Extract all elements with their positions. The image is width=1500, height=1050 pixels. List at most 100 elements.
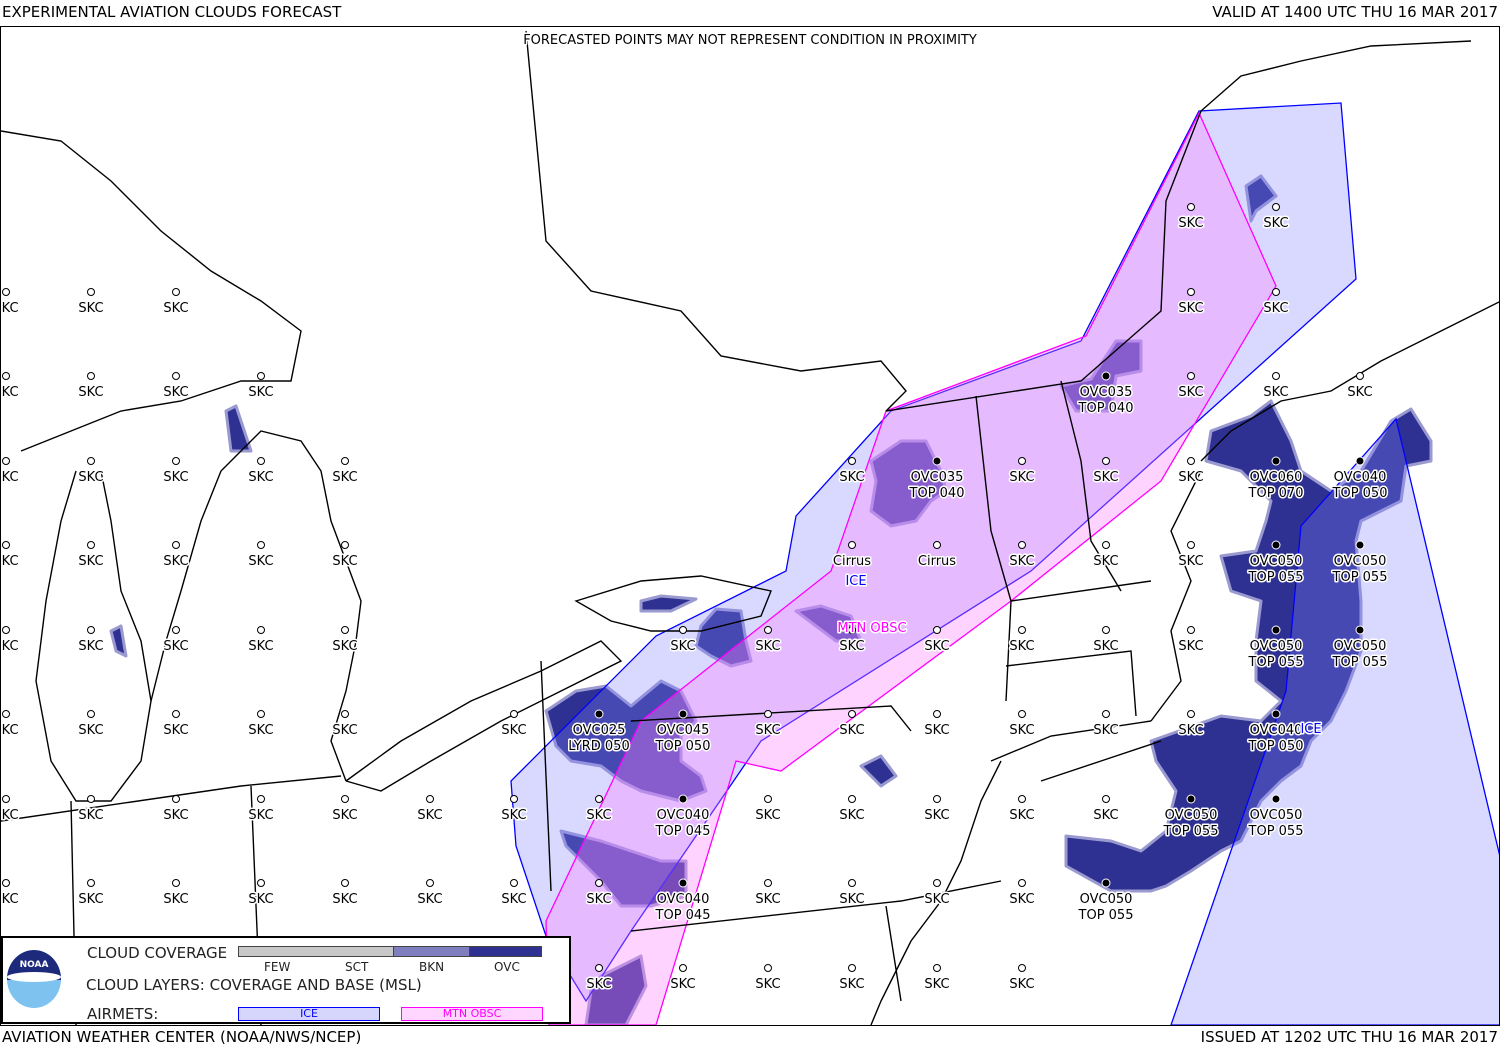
station[interactable]: SKC — [838, 457, 866, 487]
station[interactable]: SKC — [669, 964, 697, 994]
station[interactable]: SKC — [247, 626, 275, 656]
station[interactable]: SKC — [754, 795, 782, 825]
station[interactable]: SKC — [1177, 457, 1205, 487]
station[interactable]: SKC — [1177, 626, 1205, 656]
station[interactable]: SKC — [162, 372, 190, 402]
station[interactable]: SKC — [923, 710, 951, 740]
station[interactable]: SKC — [77, 288, 105, 318]
station[interactable]: SKC — [77, 879, 105, 909]
station[interactable]: SKC — [416, 879, 444, 909]
station[interactable]: SKC — [838, 626, 866, 656]
station[interactable]: SKC — [331, 879, 359, 909]
station[interactable]: SKC — [585, 964, 613, 994]
station[interactable]: SKC — [838, 879, 866, 909]
station[interactable]: SKC — [162, 879, 190, 909]
station[interactable]: SKC — [923, 879, 951, 909]
station[interactable]: SKC — [162, 457, 190, 487]
station[interactable]: SKC — [1177, 203, 1205, 233]
station[interactable]: SKC — [500, 710, 528, 740]
station[interactable]: SKC — [247, 795, 275, 825]
station[interactable]: SKC — [1092, 795, 1120, 825]
station[interactable]: SKC — [1262, 288, 1290, 318]
station[interactable]: SKC — [1346, 372, 1374, 402]
station[interactable]: SKC — [838, 710, 866, 740]
station[interactable]: SKC — [77, 626, 105, 656]
station[interactable]: SKC — [585, 879, 613, 909]
station[interactable]: SKC — [1, 795, 20, 825]
station[interactable]: SKC — [1092, 541, 1120, 571]
station[interactable]: SKC — [1092, 710, 1120, 740]
station[interactable]: SKC — [162, 541, 190, 571]
station[interactable]: SKC — [1008, 964, 1036, 994]
station[interactable]: SKC — [1092, 626, 1120, 656]
station[interactable]: SKC — [754, 626, 782, 656]
station[interactable]: SKC — [1177, 288, 1205, 318]
station[interactable]: SKC — [416, 795, 444, 825]
station[interactable]: SKC — [1177, 372, 1205, 402]
station[interactable]: SKC — [77, 541, 105, 571]
station[interactable]: SKC — [1008, 710, 1036, 740]
station[interactable]: SKC — [331, 457, 359, 487]
station[interactable]: SKC — [1177, 710, 1205, 740]
station[interactable]: SKC — [77, 457, 105, 487]
station[interactable]: SKC — [923, 964, 951, 994]
station[interactable]: SKC — [247, 710, 275, 740]
station[interactable]: SKC — [754, 710, 782, 740]
station[interactable]: SKC — [1008, 795, 1036, 825]
station[interactable]: SKC — [923, 795, 951, 825]
station[interactable]: SKC — [162, 626, 190, 656]
station[interactable]: SKC — [1, 372, 20, 402]
station[interactable]: SKC — [331, 626, 359, 656]
forecast-map[interactable]: SKC SKC SKC SKC SKC SKC SKC SKC SKC SKC SKC OVC035T… — [0, 26, 1500, 1026]
station[interactable]: SKC — [77, 710, 105, 740]
station[interactable]: SKC — [1177, 541, 1205, 571]
station[interactable]: SKC — [1008, 457, 1036, 487]
station[interactable]: SKC — [162, 288, 190, 318]
station[interactable]: SKC — [1, 879, 20, 909]
station[interactable]: SKC — [838, 964, 866, 994]
station[interactable]: SKC — [331, 795, 359, 825]
station[interactable]: SKC — [162, 710, 190, 740]
station[interactable]: SKC — [247, 879, 275, 909]
station[interactable]: SKC — [1, 457, 20, 487]
station[interactable]: SKC — [1092, 457, 1120, 487]
station[interactable]: SKC — [1008, 879, 1036, 909]
station[interactable]: SKC — [1, 626, 20, 656]
station[interactable]: SKC — [247, 457, 275, 487]
station[interactable]: SKC — [500, 879, 528, 909]
station[interactable]: SKC — [1262, 203, 1290, 233]
station[interactable]: SKC — [754, 964, 782, 994]
station[interactable]: SKC — [1, 541, 20, 571]
station[interactable]: SKC — [838, 795, 866, 825]
station[interactable]: SKC — [669, 626, 697, 656]
station[interactable]: SKC — [923, 626, 951, 656]
station[interactable]: SKC — [1, 288, 20, 318]
station[interactable]: SKC — [1008, 541, 1036, 571]
station[interactable]: SKC — [331, 710, 359, 740]
station[interactable]: SKC — [1262, 372, 1290, 402]
station[interactable]: SKC — [77, 372, 105, 402]
station[interactable]: SKC — [247, 541, 275, 571]
station[interactable]: SKC — [1, 710, 20, 740]
station[interactable]: SKC — [500, 795, 528, 825]
station[interactable]: SKC — [162, 795, 190, 825]
station[interactable]: SKC — [754, 879, 782, 909]
station[interactable]: SKC — [247, 372, 275, 402]
station[interactable]: SKC — [331, 541, 359, 571]
